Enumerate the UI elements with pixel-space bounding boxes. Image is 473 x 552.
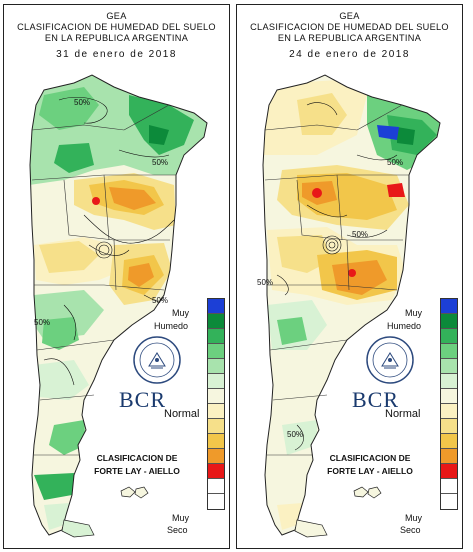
legend-label-muy-top: Muy — [172, 308, 190, 318]
legend-swatch — [441, 344, 457, 359]
map-panel-right: GEA CLASIFICACION DE HUMEDAD DEL SUELO E… — [236, 4, 463, 549]
credit-line-2: FORTE LAY - AIELLO — [327, 466, 413, 476]
legend-swatch — [441, 434, 457, 449]
legend-swatch — [208, 314, 224, 329]
contour-label: 50% — [152, 158, 168, 167]
legend-label-seco: Seco — [167, 525, 188, 535]
contour-label: 50% — [387, 158, 403, 167]
legend-swatch — [441, 494, 457, 509]
legend-swatch — [208, 479, 224, 494]
legend-swatch — [208, 419, 224, 434]
legend-swatch — [441, 479, 457, 494]
legend-label-muy-bottom: Muy — [405, 513, 423, 523]
argentina-soil-moisture-map: 50% 50% 50% 50% — [29, 74, 208, 538]
credit-line-1: CLASIFICACION DE — [329, 453, 411, 463]
legend-swatch — [441, 374, 457, 389]
legend-swatch — [441, 314, 457, 329]
map-panel-left: GEA CLASIFICACION DE HUMEDAD DEL SUELO E… — [3, 4, 230, 549]
header-gea: GEA — [106, 11, 127, 21]
header-subtitle: EN LA REPUBLICA ARGENTINA — [277, 33, 422, 43]
contour-label: 50% — [74, 98, 90, 107]
moisture-legend-bar — [207, 298, 225, 510]
legend-label-seco: Seco — [400, 525, 421, 535]
contour-label: 50% — [287, 430, 303, 439]
bcr-logo-text: BCR — [352, 387, 400, 412]
map-date: 31 de enero de 2018 — [56, 49, 177, 60]
legend-label-humedo: Humedo — [154, 321, 189, 331]
legend-swatch — [441, 389, 457, 404]
legend-swatch — [441, 329, 457, 344]
bcr-logo-text: BCR — [119, 387, 167, 412]
legend-swatch — [208, 389, 224, 404]
credit-line-1: CLASIFICACION DE — [96, 453, 178, 463]
legend-swatch — [441, 299, 457, 314]
legend-swatch — [208, 494, 224, 509]
tierra-del-fuego — [61, 519, 95, 538]
tierra-del-fuego — [294, 519, 328, 538]
legend-label-humedo: Humedo — [387, 321, 422, 331]
credit-line-2: FORTE LAY - AIELLO — [94, 466, 180, 476]
header-title: CLASIFICACION DE HUMEDAD DEL SUELO — [250, 22, 449, 32]
map-date: 24 de enero de 2018 — [289, 49, 410, 60]
header-gea: GEA — [339, 11, 360, 21]
legend-swatch — [441, 449, 457, 464]
contour-label: 50% — [152, 296, 168, 305]
legend-swatch — [208, 344, 224, 359]
legend-swatch — [441, 419, 457, 434]
malvinas-islands — [353, 486, 382, 499]
legend-swatch — [208, 374, 224, 389]
argentina-soil-moisture-map: 50% 50% 50% 50% — [257, 74, 441, 538]
contour-label: 50% — [352, 230, 368, 239]
legend-label-muy-top: Muy — [405, 308, 423, 318]
legend-swatch — [208, 404, 224, 419]
legend-label-normal: Normal — [385, 408, 421, 420]
legend-swatch — [208, 434, 224, 449]
malvinas-islands — [120, 486, 149, 499]
moisture-legend-bar — [440, 298, 458, 510]
header-title: CLASIFICACION DE HUMEDAD DEL SUELO — [17, 22, 216, 32]
bcr-seal-logo — [133, 336, 181, 384]
legend-label-muy-bottom: Muy — [172, 513, 190, 523]
contour-label: 50% — [257, 278, 273, 287]
legend-swatch — [208, 299, 224, 314]
legend-swatch — [208, 359, 224, 374]
legend-swatch — [208, 329, 224, 344]
legend-swatch — [441, 359, 457, 374]
legend-label-normal: Normal — [164, 408, 200, 420]
legend-swatch — [441, 404, 457, 419]
legend-swatch — [208, 464, 224, 479]
legend-swatch — [441, 464, 457, 479]
contour-label: 50% — [34, 318, 50, 327]
header-subtitle: EN LA REPUBLICA ARGENTINA — [44, 33, 189, 43]
legend-swatch — [208, 449, 224, 464]
bcr-seal-logo — [366, 336, 414, 384]
